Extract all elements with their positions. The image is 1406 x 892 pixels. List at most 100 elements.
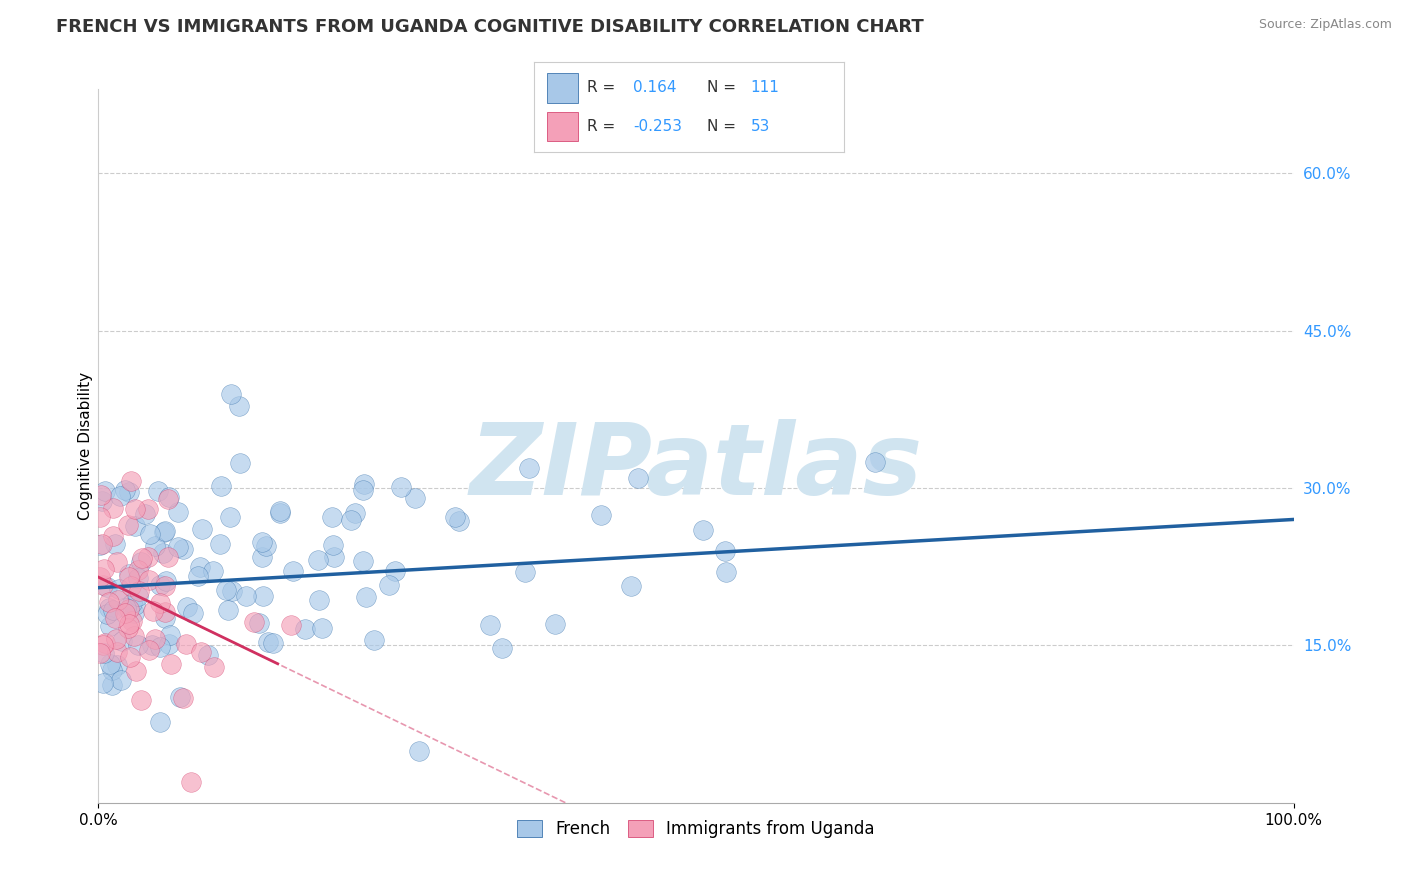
Point — [228, 400, 250, 414]
Point — [155, 574, 177, 588]
Point — [121, 614, 143, 628]
Point — [96, 607, 118, 621]
Point — [114, 483, 136, 498]
Point — [118, 485, 141, 500]
Point — [307, 552, 329, 566]
Text: N =: N = — [707, 80, 737, 95]
Point — [124, 606, 146, 620]
Point — [117, 518, 139, 533]
Point — [257, 635, 280, 649]
Point — [93, 646, 115, 660]
Text: FRENCH VS IMMIGRANTS FROM UGANDA COGNITIVE DISABILITY CORRELATION CHART: FRENCH VS IMMIGRANTS FROM UGANDA COGNITI… — [56, 18, 924, 36]
Point — [311, 621, 333, 635]
Point — [124, 502, 146, 516]
Point — [713, 544, 735, 558]
Point — [156, 492, 179, 507]
Point — [308, 593, 330, 607]
Point — [152, 546, 174, 560]
Point — [280, 618, 302, 632]
Point — [219, 386, 242, 401]
Point — [111, 634, 134, 648]
Point — [110, 489, 132, 503]
Point — [127, 590, 149, 604]
Point — [517, 461, 540, 475]
Point — [269, 506, 291, 520]
Point — [105, 658, 128, 673]
Text: R =: R = — [586, 120, 614, 134]
Point — [138, 574, 160, 588]
Point — [124, 519, 146, 533]
Point — [404, 491, 426, 506]
Point — [98, 601, 121, 615]
Point — [108, 582, 131, 596]
Point — [98, 657, 121, 672]
Point — [197, 648, 219, 662]
Point — [93, 636, 115, 650]
Point — [91, 493, 114, 508]
Point — [120, 650, 142, 665]
Point — [201, 564, 224, 578]
Point — [153, 524, 176, 539]
Point — [202, 660, 225, 674]
Point — [127, 638, 149, 652]
Point — [101, 663, 124, 677]
Point — [188, 560, 211, 574]
Point — [340, 513, 363, 527]
Point — [172, 690, 194, 705]
Point — [104, 611, 127, 625]
Point — [91, 537, 114, 551]
Point — [352, 483, 374, 497]
Point — [105, 555, 128, 569]
Point — [136, 549, 159, 564]
Point — [149, 578, 172, 592]
Point — [134, 507, 156, 521]
Point — [149, 596, 172, 610]
Point — [215, 582, 238, 597]
FancyBboxPatch shape — [547, 73, 578, 103]
Point — [167, 504, 190, 518]
Point — [515, 565, 537, 579]
Point — [180, 774, 202, 789]
Point — [127, 571, 149, 585]
Point — [191, 522, 214, 536]
Text: R =: R = — [586, 80, 614, 95]
Text: 111: 111 — [751, 80, 780, 95]
Point — [209, 537, 232, 551]
Point — [89, 646, 111, 660]
Point — [235, 589, 257, 603]
Point — [491, 641, 513, 656]
Point — [252, 589, 274, 603]
Point — [142, 604, 165, 618]
Point — [321, 509, 343, 524]
Point — [93, 562, 115, 576]
Point — [209, 479, 232, 493]
Point — [262, 636, 284, 650]
Text: Source: ZipAtlas.com: Source: ZipAtlas.com — [1258, 18, 1392, 31]
Point — [378, 578, 401, 592]
Point — [122, 629, 145, 643]
Text: N =: N = — [707, 120, 737, 134]
Point — [152, 524, 174, 539]
Point — [156, 549, 179, 564]
Point — [169, 690, 191, 705]
Point — [591, 508, 613, 522]
Point — [89, 509, 111, 524]
Point — [627, 471, 650, 485]
Point — [138, 643, 160, 657]
Point — [444, 510, 467, 524]
Point — [149, 640, 172, 655]
Point — [157, 637, 180, 651]
Point — [157, 490, 180, 504]
Point — [141, 638, 163, 652]
Point — [146, 484, 169, 499]
Point — [155, 610, 177, 624]
Point — [190, 645, 212, 659]
Point — [153, 606, 176, 620]
Point — [172, 541, 194, 556]
Point — [91, 578, 114, 592]
Point — [127, 563, 149, 577]
Point — [120, 474, 142, 488]
Point — [149, 715, 172, 730]
Point — [294, 622, 316, 636]
Point — [322, 538, 344, 552]
